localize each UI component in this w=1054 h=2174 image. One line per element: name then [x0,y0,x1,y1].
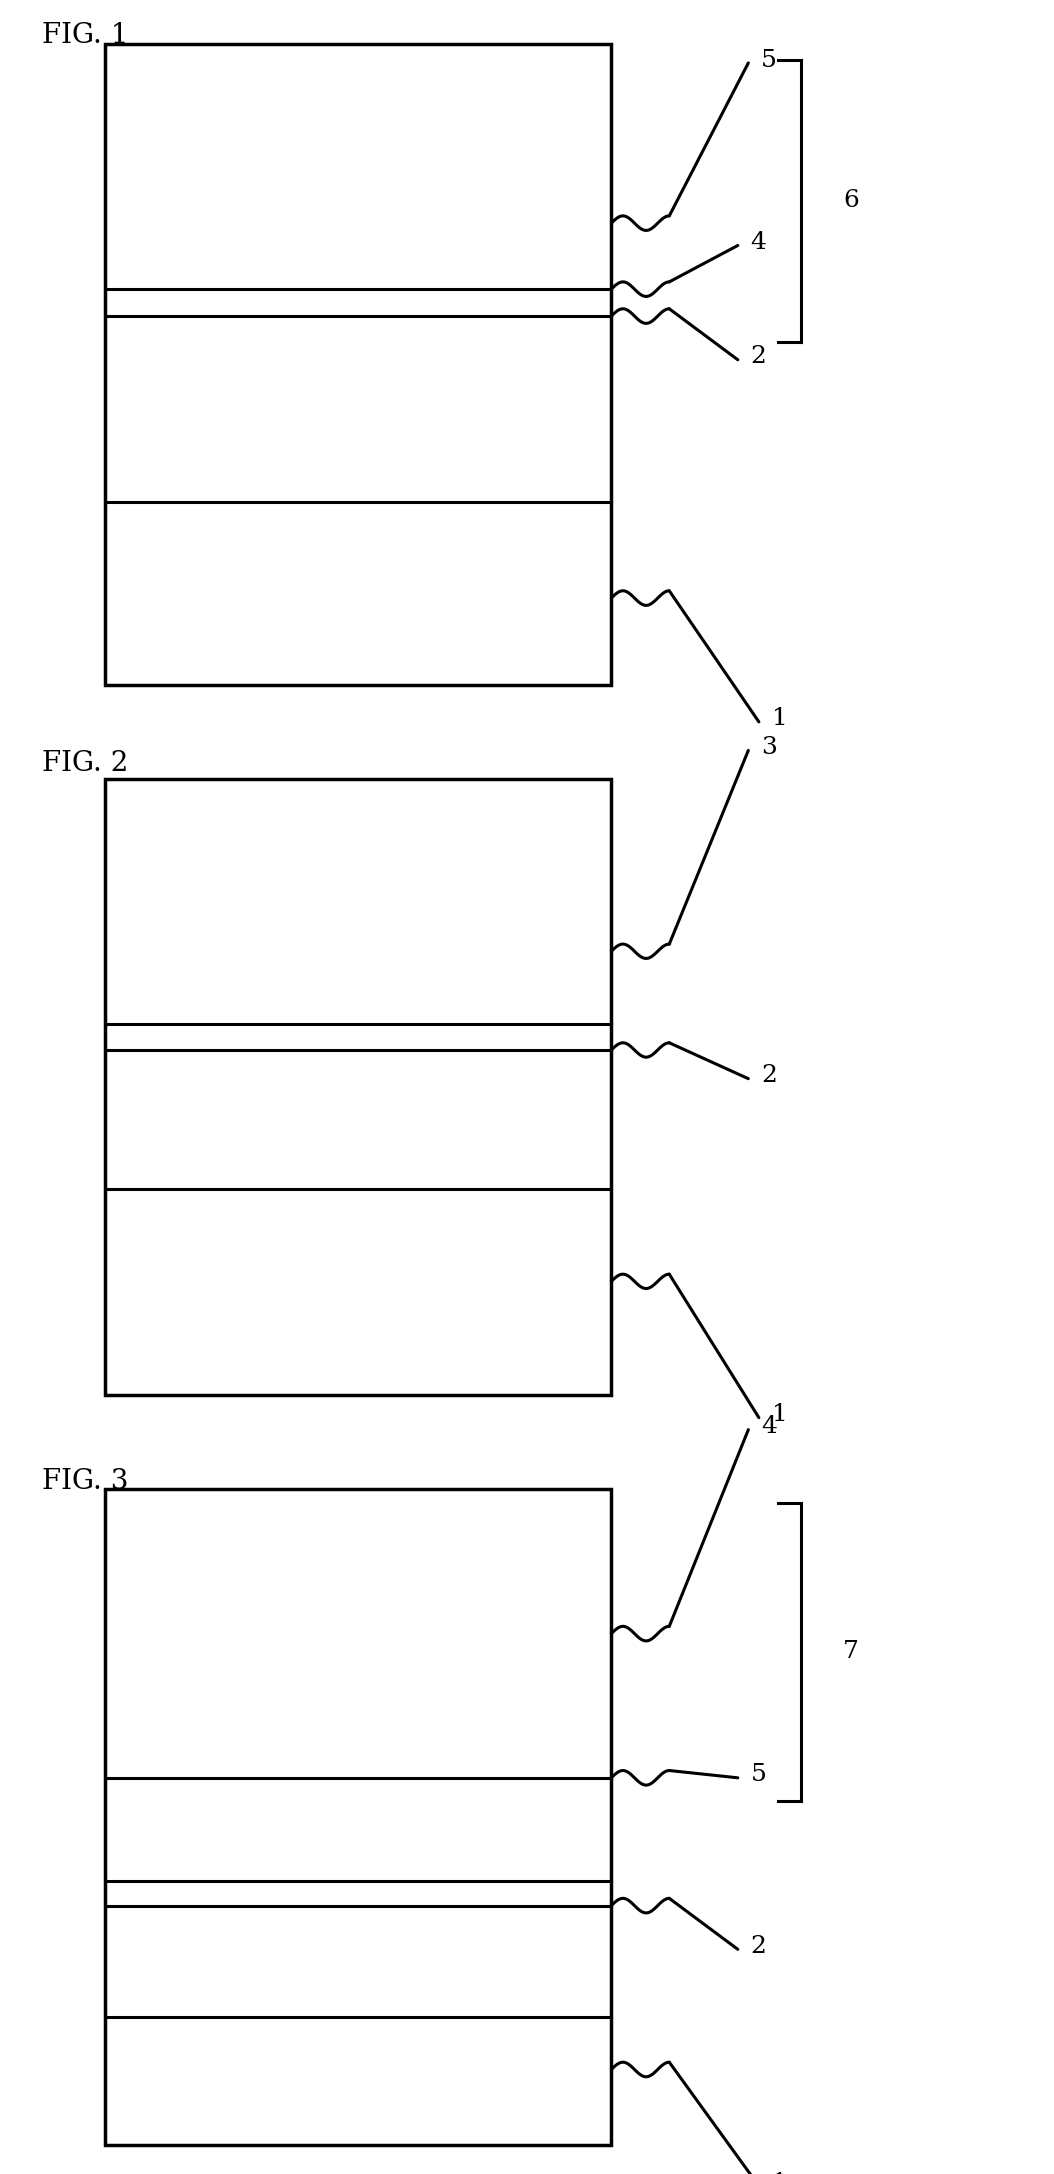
Text: 3: 3 [761,737,777,759]
Text: 2: 2 [761,1065,777,1087]
Text: 6: 6 [843,189,859,213]
Text: FIG. 1: FIG. 1 [42,22,129,48]
Text: FIG. 2: FIG. 2 [42,750,129,776]
Text: 4: 4 [750,230,766,254]
Text: 2: 2 [750,346,766,367]
Bar [105,43,611,685]
Text: 1: 1 [772,707,787,730]
Bar [105,778,611,1396]
Bar [105,1489,611,2146]
Text: 1: 1 [772,1402,787,1426]
Text: 5: 5 [750,1763,766,1787]
Text: 4: 4 [761,1415,777,1439]
Text: 1: 1 [772,2172,787,2174]
Text: 2: 2 [750,1935,766,1959]
Text: 5: 5 [761,48,777,72]
Text: FIG. 3: FIG. 3 [42,1467,129,1494]
Text: 7: 7 [843,1639,859,1663]
